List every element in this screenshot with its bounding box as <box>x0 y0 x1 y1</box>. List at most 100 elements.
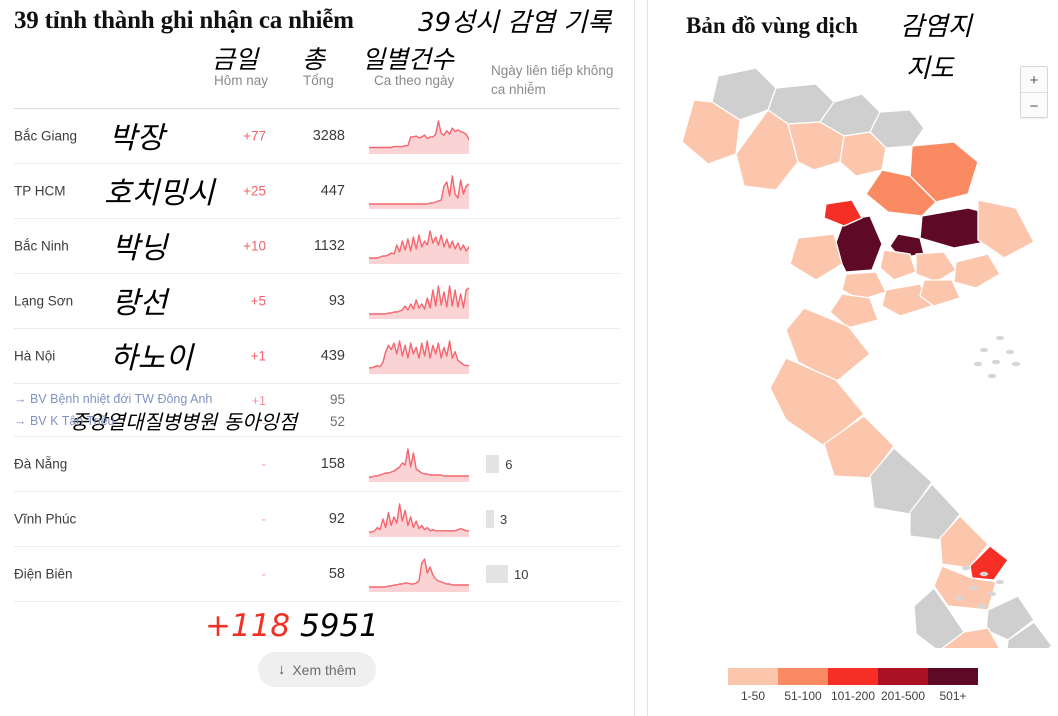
hospital-subrow[interactable]: → BV K Tân Triều - 52 <box>14 410 620 432</box>
province-name: Bắc Ninh <box>14 238 69 254</box>
today-new-cases: +1 <box>250 348 266 364</box>
p-quang-ninh[interactable] <box>977 199 1035 259</box>
island-marker-9 <box>995 579 1005 585</box>
island-marker-7 <box>961 565 971 571</box>
daily-cases-sparkline <box>369 173 469 209</box>
daily-cases-sparkline <box>369 338 469 374</box>
p-ninh-binh[interactable] <box>829 293 879 329</box>
island-marker-8 <box>979 571 989 577</box>
total-cases: 93 <box>328 293 345 309</box>
legend-label: 201-500 <box>880 689 926 703</box>
hospital-subrow[interactable]: → BV Bệnh nhiệt đới TW Đông Anh 중앙열대질병병원 … <box>14 388 620 434</box>
column-header-total: Tổng <box>303 73 334 88</box>
total-cases: 58 <box>328 566 345 582</box>
p-kon-tum[interactable] <box>913 587 965 648</box>
table-row[interactable]: Lạng Sơn 랑선 +5 93 <box>14 274 620 329</box>
p-quang-ngai[interactable] <box>985 595 1035 641</box>
hospital-total-cases: 95 <box>329 392 345 407</box>
island-marker-2 <box>1005 349 1015 355</box>
p-nam-dinh[interactable] <box>881 283 933 317</box>
zoom-in-button[interactable]: + <box>1021 67 1047 92</box>
column-today-annotation: 금일 <box>212 45 259 74</box>
vietnam-choropleth-map[interactable] <box>648 58 1058 648</box>
province-name: Hà Nội <box>14 348 56 364</box>
legend-swatch <box>928 668 978 685</box>
days-clear-bar <box>486 565 508 583</box>
island-marker-13 <box>977 603 987 609</box>
map-title-annotation-line1: 감염지 <box>900 12 972 42</box>
p-gia-lai[interactable] <box>940 627 1004 648</box>
island-marker-0 <box>995 335 1005 341</box>
island-marker-1 <box>979 347 989 353</box>
map-zoom-control: + − <box>1020 66 1048 118</box>
p-hai-duong[interactable] <box>915 251 957 283</box>
panel-divider-left <box>634 0 635 716</box>
today-new-cases: - <box>261 456 267 472</box>
table-row[interactable]: Điện Biên - 58 10 <box>14 547 620 602</box>
province-table-panel: 39 tỉnh thành ghi nhận ca nhiễm 39성시 감염 … <box>0 0 634 687</box>
today-new-cases: +77 <box>243 128 266 144</box>
island-marker-6 <box>987 373 997 379</box>
total-cases: 1132 <box>313 238 345 254</box>
legend-item: 201-500 <box>878 668 928 703</box>
p-binh-dinh[interactable] <box>1006 621 1053 648</box>
daily-cases-sparkline <box>369 118 469 154</box>
island-marker-4 <box>991 359 1001 365</box>
total-cases: 92 <box>328 511 345 527</box>
page-title-annotation: 39성시 감염 기록 <box>418 8 612 38</box>
table-row[interactable]: TP HCM 호치밍시 +25 447 <box>14 164 620 219</box>
island-marker-3 <box>973 361 983 367</box>
table-header: 39 tỉnh thành ghi nhận ca nhiễm 39성시 감염 … <box>14 0 620 108</box>
p-da-nang[interactable] <box>969 545 1009 581</box>
column-header-daily: Ca theo ngày <box>374 73 455 88</box>
daily-cases-sparkline <box>369 228 469 264</box>
province-name: Lạng Sơn <box>14 293 74 309</box>
days-clear-bar <box>486 455 500 473</box>
zoom-out-button[interactable]: − <box>1021 92 1047 117</box>
p-hue[interactable] <box>939 515 989 569</box>
legend-swatch <box>728 668 778 685</box>
daily-cases-sparkline <box>369 446 469 482</box>
column-header-days-clear: Ngày liên tiếp không ca nhiễm <box>491 63 614 97</box>
legend-swatch <box>828 668 878 685</box>
daily-cases-sparkline <box>369 556 469 592</box>
table-row[interactable]: Bắc Giang 박장 +77 3288 <box>14 109 620 164</box>
map-title: Bản đồ vùng dịch <box>686 13 858 38</box>
table-row[interactable]: Bắc Ninh 박닝 +10 1132 <box>14 219 620 274</box>
island-marker-12 <box>955 595 965 601</box>
show-more-button[interactable]: ↓ Xem thêm <box>257 652 377 687</box>
more-button-wrap: ↓ Xem thêm <box>0 652 634 687</box>
down-arrow-icon: ↓ <box>277 661 286 678</box>
province-name: Bắc Giang <box>14 128 78 144</box>
legend-item: 51-100 <box>778 668 828 703</box>
p-hung-yen[interactable] <box>879 249 917 281</box>
today-new-cases: +10 <box>243 238 266 254</box>
table-row[interactable]: Hà Nội 하노이 +1 439 <box>14 329 620 384</box>
province-name: Điện Biên <box>14 566 73 582</box>
bottom-delta-annotation: +118 <box>205 608 291 644</box>
legend-label: 501+ <box>939 689 967 703</box>
island-marker-10 <box>969 585 979 591</box>
p-vinh-phuc[interactable] <box>823 199 863 227</box>
p-ha-nam[interactable] <box>841 271 887 301</box>
province-name: Vĩnh Phúc <box>14 511 77 527</box>
column-total-annotation: 총 <box>302 45 326 74</box>
daily-cases-sparkline <box>369 283 469 319</box>
hospital-name: → BV Bệnh nhiệt đới TW Đông Anh <box>14 392 213 406</box>
legend-label: 51-100 <box>784 689 822 703</box>
total-cases: 158 <box>320 456 345 472</box>
province-name-annotation: 하노이 <box>110 341 193 377</box>
p-hoa-binh[interactable] <box>789 233 843 281</box>
p-hai-phong[interactable] <box>953 253 1001 289</box>
legend-swatch <box>878 668 928 685</box>
hospital-total-cases: 52 <box>329 414 345 429</box>
map-panel: Bản đồ vùng dịch 감염지 지도 + − 1-50 51-100 10… <box>648 0 1058 716</box>
today-new-cases: +5 <box>250 293 266 309</box>
column-daily-annotation: 일별건수 <box>362 45 455 74</box>
table-row[interactable]: Vĩnh Phúc - 92 3 <box>14 492 620 547</box>
today-new-cases: +25 <box>243 183 266 199</box>
page-title: 39 tỉnh thành ghi nhận ca nhiễm <box>14 7 354 34</box>
p-thai-binh[interactable] <box>919 279 961 307</box>
total-cases: 3288 <box>312 128 345 144</box>
table-row[interactable]: Đà Nẵng - 158 6 <box>14 437 620 492</box>
